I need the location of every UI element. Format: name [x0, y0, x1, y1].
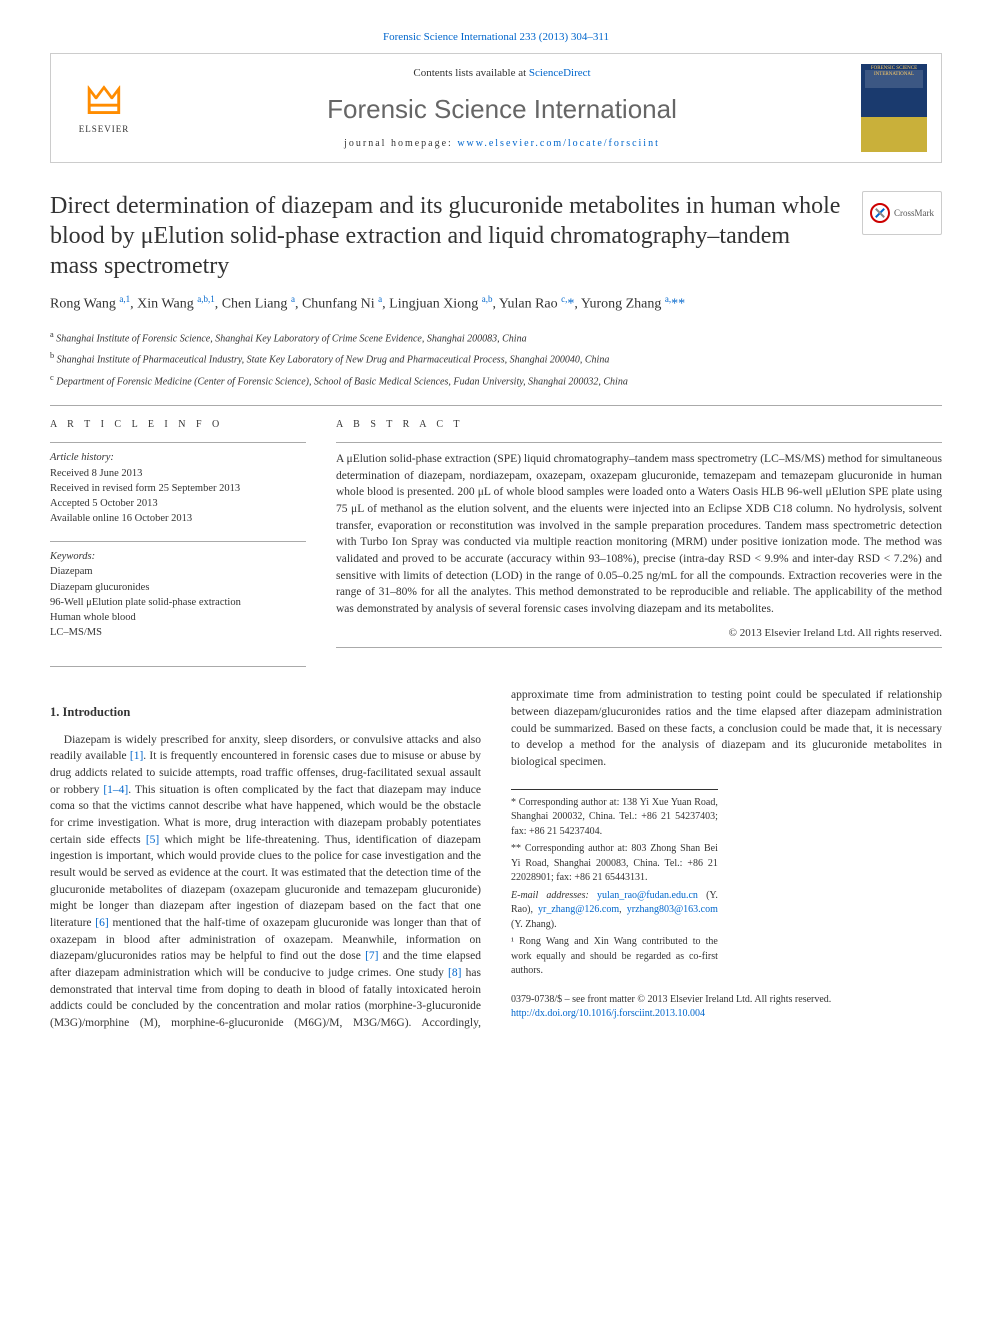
history-line: Available online 16 October 2013 [50, 511, 306, 526]
abstract-copyright: © 2013 Elsevier Ireland Ltd. All rights … [336, 626, 942, 641]
history-line: Received 8 June 2013 [50, 466, 306, 481]
email-footnote: E-mail addresses: yulan_rao@fudan.edu.cn… [511, 889, 718, 933]
journal-citation-link[interactable]: Forensic Science International 233 (2013… [383, 31, 609, 43]
keyword: Human whole blood [50, 610, 306, 625]
footnotes-block: * Corresponding author at: 138 Yi Xue Yu… [511, 789, 718, 979]
email-sep: , [619, 904, 627, 915]
crossmark-label: CrossMark [894, 207, 934, 220]
email-suffix: (Y. Zhang). [511, 919, 557, 930]
divider [50, 666, 306, 667]
email-link[interactable]: yrzhang803@163.com [627, 904, 718, 915]
keyword: Diazepam glucuronides [50, 580, 306, 595]
history-line: Accepted 5 October 2013 [50, 496, 306, 511]
info-abstract-row: A R T I C L E I N F O Article history: R… [50, 418, 942, 654]
email-link[interactable]: yulan_rao@fudan.edu.cn [597, 890, 698, 901]
article-info-heading: A R T I C L E I N F O [50, 418, 306, 432]
cover-label: FORENSIC SCIENCE INTERNATIONAL [861, 66, 927, 77]
journal-name: Forensic Science International [159, 91, 845, 127]
keywords-block: Keywords: Diazepam Diazepam glucuronides… [50, 550, 306, 641]
header-center: Contents lists available at ScienceDirec… [143, 66, 861, 152]
homepage-prefix: journal homepage: [344, 138, 457, 149]
article-title: Direct determination of diazepam and its… [50, 191, 862, 281]
front-matter-line: 0379-0738/$ – see front matter © 2013 El… [511, 993, 942, 1008]
journal-header: 🜲 ELSEVIER Contents lists available at S… [50, 53, 942, 163]
cofirst-author-footnote: ¹ Rong Wang and Xin Wang contributed to … [511, 935, 718, 979]
affiliation: c Department of Forensic Medicine (Cente… [50, 372, 942, 389]
author-list: Rong Wang a,1, Xin Wang a,b,1, Chen Lian… [50, 293, 942, 315]
keywords-label: Keywords: [50, 550, 306, 565]
contents-available-line: Contents lists available at ScienceDirec… [159, 66, 845, 81]
doi-link[interactable]: http://dx.doi.org/10.1016/j.forsciint.20… [511, 1008, 705, 1019]
citation-link[interactable]: [7] [365, 950, 378, 962]
journal-homepage-line: journal homepage: www.elsevier.com/locat… [159, 137, 845, 151]
citation-link[interactable]: [1] [130, 750, 143, 762]
affiliation: b Shanghai Institute of Pharmaceutical I… [50, 350, 942, 367]
journal-citation: Forensic Science International 233 (2013… [50, 30, 942, 45]
article-info-column: A R T I C L E I N F O Article history: R… [50, 418, 306, 654]
corresponding-author-footnote: * Corresponding author at: 138 Yi Xue Yu… [511, 796, 718, 840]
footer-block: 0379-0738/$ – see front matter © 2013 El… [511, 993, 942, 1022]
journal-homepage-link[interactable]: www.elsevier.com/locate/forsciint [457, 138, 660, 149]
sciencedirect-link[interactable]: ScienceDirect [529, 67, 591, 79]
abstract-text: A μElution solid-phase extraction (SPE) … [336, 451, 942, 618]
corresponding-author-footnote: ** Corresponding author at: 803 Zhong Sh… [511, 842, 718, 886]
divider [50, 405, 942, 406]
elsevier-label: ELSEVIER [79, 123, 130, 136]
divider [336, 442, 942, 443]
citation-link[interactable]: [6] [95, 917, 108, 929]
keyword: LC–MS/MS [50, 625, 306, 640]
abstract-heading: A B S T R A C T [336, 418, 942, 432]
divider [50, 442, 306, 443]
keyword: Diazepam [50, 564, 306, 579]
intro-paragraph: Diazepam is widely prescribed for anxity… [50, 687, 942, 1031]
body-two-column: 1. Introduction Diazepam is widely presc… [50, 687, 942, 1031]
crossmark-badge[interactable]: CrossMark [862, 191, 942, 235]
elsevier-tree-icon: 🜲 [86, 81, 122, 121]
article-history-block: Article history: Received 8 June 2013 Re… [50, 451, 306, 527]
divider [336, 647, 942, 648]
affiliation: a Shanghai Institute of Forensic Science… [50, 329, 942, 346]
citation-link[interactable]: [8] [448, 967, 461, 979]
citation-link[interactable]: [5] [146, 834, 159, 846]
citation-link[interactable]: [1–4] [103, 784, 128, 796]
affiliation-list: a Shanghai Institute of Forensic Science… [50, 329, 942, 389]
elsevier-logo: 🜲 ELSEVIER [65, 64, 143, 152]
email-link[interactable]: yr_zhang@126.com [538, 904, 619, 915]
history-line: Received in revised form 25 September 20… [50, 481, 306, 496]
abstract-column: A B S T R A C T A μElution solid-phase e… [336, 418, 942, 654]
journal-cover-thumbnail: FORENSIC SCIENCE INTERNATIONAL [861, 64, 927, 152]
divider [50, 541, 306, 542]
contents-prefix: Contents lists available at [413, 67, 528, 79]
emails-label: E-mail addresses: [511, 890, 597, 901]
section-heading-intro: 1. Introduction [50, 703, 481, 721]
title-row: Direct determination of diazepam and its… [50, 191, 942, 281]
history-label: Article history: [50, 451, 306, 466]
crossmark-icon [870, 203, 890, 223]
keyword: 96-Well μElution plate solid-phase extra… [50, 595, 306, 610]
